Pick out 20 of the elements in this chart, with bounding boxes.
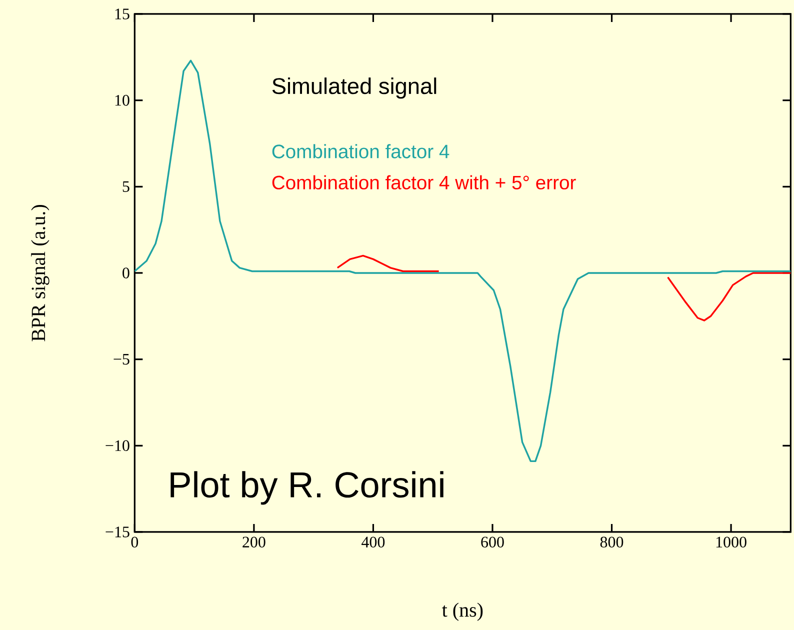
y-tick-label: 10 [115, 94, 130, 106]
annotation: Simulated signal [272, 78, 436, 99]
x-tick-label: 0 [131, 536, 138, 548]
text: Combination factor 4 with + 5° error [272, 175, 576, 190]
y-axis-title: BPR signal (a.u.) [31, 204, 50, 342]
x-tick-label: 800 [600, 536, 624, 548]
y-tick-label: 5 [122, 181, 130, 192]
annotation: Plot by R. Corsini [170, 471, 444, 505]
x-tick-label: 1000 [716, 536, 746, 548]
line-series [134, 60, 791, 462]
y-tick-label: −5 [114, 354, 130, 365]
text: Combination factor 4 [272, 144, 450, 158]
y-tick-label: −15 [106, 526, 130, 538]
x-tick-label: 200 [242, 536, 266, 548]
y-tick-label: 15 [115, 8, 130, 20]
x-axis-title: t (ns) [442, 602, 483, 621]
x-tick-label: 600 [481, 536, 504, 548]
y-tick-label: 0 [122, 268, 130, 278]
x-tick-label: 400 [362, 536, 385, 548]
y-tick-label: −10 [106, 440, 130, 452]
